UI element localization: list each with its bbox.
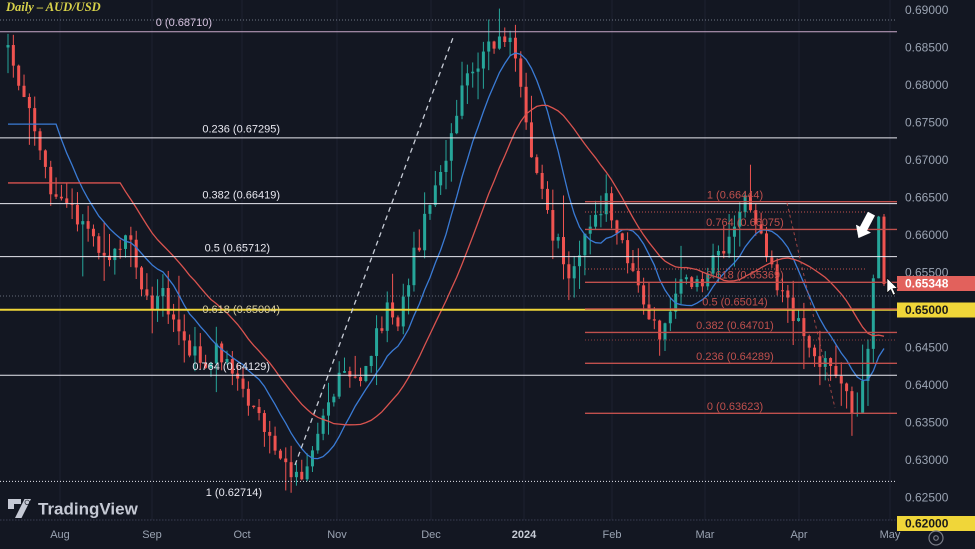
svg-text:0.764 (0.64129): 0.764 (0.64129)	[192, 361, 270, 373]
svg-text:0.67000: 0.67000	[905, 153, 949, 167]
svg-text:0.382 (0.64701): 0.382 (0.64701)	[696, 320, 774, 332]
svg-text:0.764 (0.66075): 0.764 (0.66075)	[706, 217, 784, 229]
svg-text:Aug: Aug	[50, 529, 70, 541]
svg-text:0.65348: 0.65348	[905, 277, 949, 291]
svg-text:May: May	[880, 529, 901, 541]
svg-text:1 (0.62714): 1 (0.62714)	[206, 487, 262, 499]
svg-text:Mar: Mar	[696, 529, 715, 541]
svg-text:0.68500: 0.68500	[905, 41, 949, 55]
svg-text:0.63500: 0.63500	[905, 416, 949, 430]
svg-text:0.64000: 0.64000	[905, 378, 949, 392]
svg-text:Dec: Dec	[421, 529, 441, 541]
svg-text:0.618 (0.65004): 0.618 (0.65004)	[202, 304, 280, 316]
svg-text:0.618 (0.65369): 0.618 (0.65369)	[706, 270, 784, 282]
svg-text:0.382 (0.66419): 0.382 (0.66419)	[202, 189, 280, 201]
svg-text:0.63000: 0.63000	[905, 453, 949, 467]
svg-text:Daily – AUD/USD: Daily – AUD/USD	[5, 0, 101, 14]
svg-text:1 (0.66444): 1 (0.66444)	[707, 190, 763, 202]
svg-text:Nov: Nov	[327, 529, 347, 541]
svg-text:0.69000: 0.69000	[905, 3, 949, 17]
svg-text:0.67500: 0.67500	[905, 116, 949, 130]
svg-text:Sep: Sep	[142, 529, 162, 541]
svg-text:Oct: Oct	[233, 529, 250, 541]
svg-text:0.236 (0.67295): 0.236 (0.67295)	[202, 124, 280, 136]
svg-text:0.62000: 0.62000	[905, 517, 949, 531]
svg-text:0.68000: 0.68000	[905, 78, 949, 92]
svg-text:0 (0.68710): 0 (0.68710)	[156, 17, 212, 29]
svg-text:0.66500: 0.66500	[905, 191, 949, 205]
svg-text:Apr: Apr	[790, 529, 807, 541]
svg-text:0.5 (0.65014): 0.5 (0.65014)	[702, 297, 767, 309]
svg-text:0.5 (0.65712): 0.5 (0.65712)	[205, 242, 270, 254]
svg-text:0.64500: 0.64500	[905, 341, 949, 355]
svg-text:0.65000: 0.65000	[905, 303, 949, 317]
svg-text:0.66000: 0.66000	[905, 228, 949, 242]
svg-text:TradingView: TradingView	[38, 500, 139, 519]
svg-text:0.236 (0.64289): 0.236 (0.64289)	[696, 351, 774, 363]
svg-text:0.62500: 0.62500	[905, 491, 949, 505]
svg-text:2024: 2024	[512, 529, 537, 541]
svg-text:Feb: Feb	[603, 529, 622, 541]
svg-text:0 (0.63623): 0 (0.63623)	[707, 401, 763, 413]
